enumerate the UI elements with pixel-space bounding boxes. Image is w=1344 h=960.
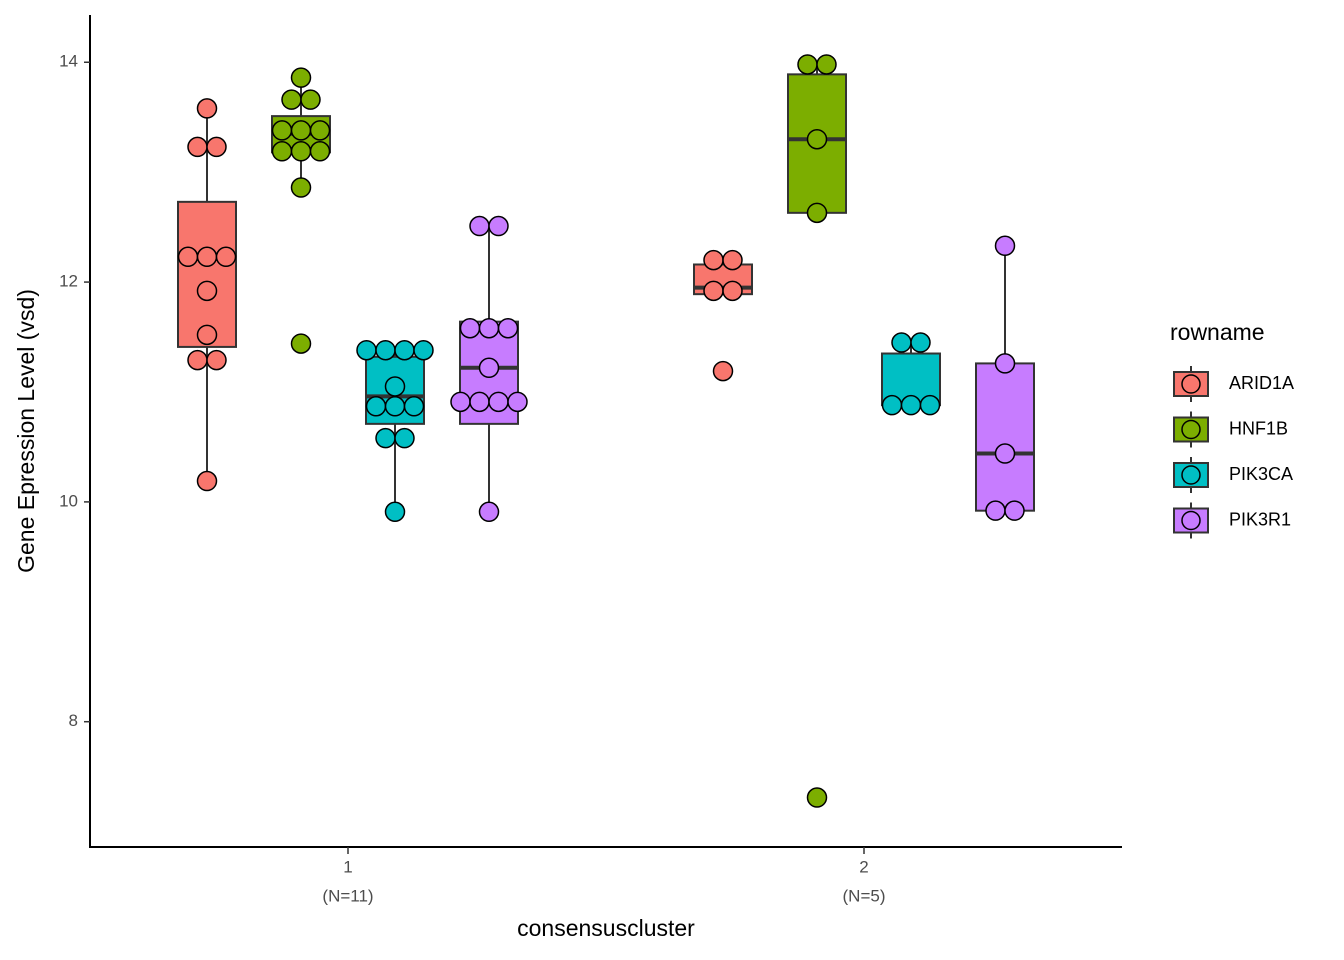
point (281, 89, 302, 110)
point (469, 215, 490, 237)
y-tick-label: 10 (59, 491, 78, 510)
legend-label: PIK3CA (1229, 464, 1293, 484)
point (375, 427, 396, 449)
legend-label: HNF1B (1229, 418, 1288, 438)
point (703, 280, 724, 302)
point (394, 427, 415, 449)
point (507, 391, 528, 413)
point (177, 246, 199, 268)
legend-label: PIK3R1 (1229, 509, 1291, 529)
x-tick-count: (N=5) (843, 886, 886, 905)
box (975, 362, 1035, 512)
y-axis-title: Gene Epression Level (vsd) (13, 289, 39, 573)
point (985, 500, 1006, 521)
point (290, 177, 312, 198)
legend-point (1181, 510, 1201, 531)
point (919, 394, 941, 416)
point (206, 349, 227, 371)
point (497, 317, 519, 339)
point (394, 339, 415, 361)
point (187, 349, 208, 371)
point (994, 443, 1016, 464)
point (459, 317, 481, 339)
point (910, 332, 931, 353)
point (365, 396, 387, 417)
point (206, 136, 227, 158)
point (722, 280, 743, 302)
point (450, 391, 471, 413)
legend-point (1181, 419, 1201, 440)
point (384, 396, 406, 417)
point (290, 120, 312, 141)
point (309, 141, 331, 162)
point (196, 470, 218, 492)
point (384, 376, 406, 397)
point (196, 280, 218, 302)
x-tick-label: 2 (859, 857, 868, 876)
point (900, 394, 922, 416)
point (478, 501, 500, 523)
box (177, 200, 237, 348)
point (196, 98, 218, 119)
point (403, 396, 425, 417)
point (806, 787, 828, 808)
point (384, 501, 406, 523)
point (196, 324, 218, 346)
legend-point (1181, 465, 1201, 485)
point (994, 235, 1016, 257)
point (271, 120, 293, 141)
box (459, 320, 519, 425)
point (215, 246, 237, 268)
point (881, 394, 903, 416)
point (187, 136, 208, 158)
point (816, 54, 837, 75)
point (797, 54, 818, 75)
point (488, 215, 509, 237)
point (806, 202, 828, 224)
point (891, 332, 912, 353)
point (478, 317, 500, 339)
point (196, 246, 218, 268)
point (703, 249, 724, 271)
legend-label: ARID1A (1229, 373, 1294, 393)
y-tick-label: 12 (59, 272, 78, 291)
point (271, 141, 293, 162)
point (413, 339, 434, 361)
point (722, 249, 743, 271)
x-axis-title: consensuscluster (517, 915, 695, 941)
x-tick-count: (N=11) (322, 886, 373, 905)
y-tick-label: 8 (69, 711, 78, 730)
point (290, 67, 312, 88)
legend-title: rowname (1170, 319, 1265, 345)
point (300, 89, 321, 110)
y-tick-label: 14 (59, 52, 78, 71)
point (290, 141, 312, 162)
point (994, 353, 1016, 374)
point (309, 120, 331, 141)
point (469, 391, 490, 413)
point (806, 128, 828, 150)
point (478, 357, 500, 379)
x-tick-label: 1 (343, 857, 352, 876)
point (1004, 500, 1025, 521)
point (488, 391, 509, 413)
point (375, 339, 396, 361)
point (290, 333, 312, 354)
point (356, 339, 377, 361)
legend-point (1181, 374, 1201, 394)
point (712, 360, 734, 382)
